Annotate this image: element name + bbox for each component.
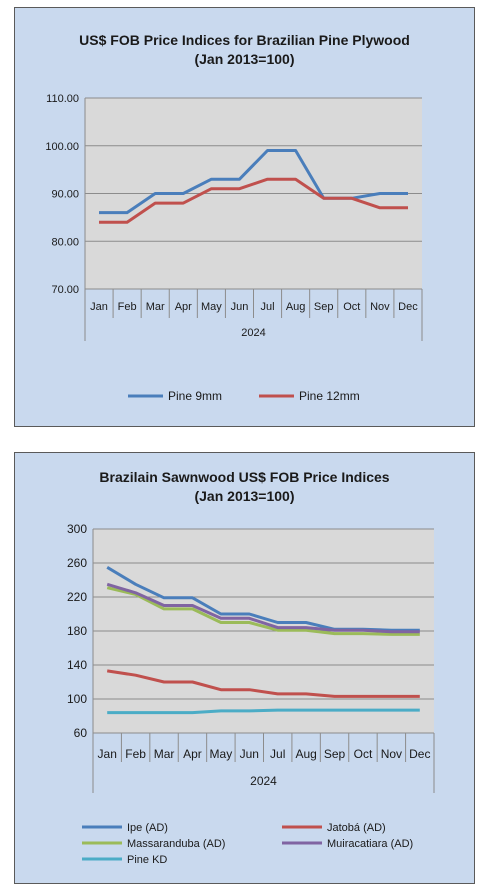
sawnwood-x-tick-label: Apr [183,747,202,761]
plywood-x-tick-label: Sep [314,301,334,313]
sawnwood-x-tick-label: Jul [270,747,285,761]
sawnwood-y-tick-label: 140 [67,658,87,672]
sawnwood-series-line-1 [106,669,420,698]
plywood-chart-svg: 70.00 80.00 90.00 100.00 110.00 Jan Feb Mar Apr M… [45,93,423,403]
plywood-y-tick-label: 100.00 [45,141,79,153]
sawnwood-x-tick-label: Jun [240,747,259,761]
sawnwood-legend-label-0: Ipe (AD) [127,822,168,834]
plywood-chart-title-line1: US$ FOB Price Indices for Brazilian Pine… [79,32,410,48]
sawnwood-series-line-2 [106,586,420,636]
sawnwood-chart-title: Brazilain Sawnwood US$ FOB Price Indices… [15,468,474,506]
plywood-series-line-0 [99,149,408,215]
sawnwood-x-tick-label: Dec [409,747,430,761]
plywood-y-tick-label: 70.00 [51,284,79,296]
plywood-x-tick-label: Oct [343,301,360,313]
sawnwood-series-line-3 [106,582,420,634]
sawnwood-x-tick-label: May [210,747,233,761]
plywood-x-tick-label: Nov [370,301,390,313]
sawnwood-chart-panel: Brazilain Sawnwood US$ FOB Price Indices… [14,452,475,884]
sawnwood-legend-label-2: Massaranduba (AD) [127,838,225,850]
plywood-x-tick-label: Jul [261,301,275,313]
sawnwood-legend-label-3: Muiracatiara (AD) [327,838,413,850]
sawnwood-y-tick-label: 60 [74,726,88,740]
sawnwood-y-tick-label: 220 [67,590,87,604]
plywood-x-tick-label: May [201,301,222,313]
sawnwood-x-tick-label: Aug [295,747,316,761]
sawnwood-x-tick-label: Mar [154,747,175,761]
plywood-x-tick-label: Apr [175,301,192,313]
sawnwood-chart-svg: 60 100 140 180 220 260 300 Jan Feb Mar Apr May Jun Ju… [67,522,435,866]
plywood-x-tick-label: Aug [286,301,306,313]
plywood-y-tick-label: 110.00 [46,93,79,105]
plywood-chart-title: US$ FOB Price Indices for Brazilian Pine… [15,31,474,69]
sawnwood-x-tick-label: Oct [354,747,373,761]
sawnwood-x-tick-label: Nov [381,747,402,761]
plywood-legend-label-1: Pine 12mm [299,389,360,403]
sawnwood-x-group-label: 2024 [250,774,277,788]
sawnwood-y-tick-label: 260 [67,556,87,570]
sawnwood-x-tick-label: Sep [324,747,346,761]
sawnwood-x-tick-label: Feb [125,747,146,761]
sawnwood-legend-label-1: Jatobá (AD) [327,822,386,834]
plywood-series-line-1 [99,177,408,224]
sawnwood-x-tick-label: Jan [98,747,117,761]
plywood-x-tick-label: Mar [146,301,165,313]
sawnwood-legend-label-4: Pine KD [127,854,167,866]
sawnwood-chart-subtitle: (Jan 2013=100) [194,488,295,504]
sawnwood-y-tick-label: 300 [67,522,87,536]
plywood-y-tick-label: 90.00 [51,189,79,201]
plywood-x-group-label: 2024 [241,327,265,339]
sawnwood-y-tick-label: 100 [67,692,87,706]
sawnwood-series-line-4 [107,708,420,715]
plywood-x-tick-label: Jan [90,301,108,313]
plywood-legend-label-0: Pine 9mm [168,389,222,403]
plywood-x-tick-label: Jun [231,301,249,313]
sawnwood-chart-title-line1: Brazilain Sawnwood US$ FOB Price Indices [99,469,390,485]
plywood-chart-panel: US$ FOB Price Indices for Brazilian Pine… [14,7,475,427]
plywood-chart-subtitle: (Jan 2013=100) [194,51,295,67]
plywood-x-tick-label: Feb [118,301,137,313]
sawnwood-y-tick-label: 180 [67,624,87,638]
plywood-y-tick-label: 80.00 [51,236,79,248]
plywood-x-tick-label: Dec [398,301,418,313]
